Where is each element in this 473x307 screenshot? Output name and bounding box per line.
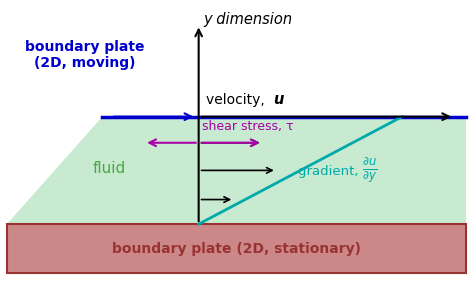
Text: fluid: fluid	[92, 161, 125, 176]
Text: y dimension: y dimension	[203, 13, 292, 27]
FancyBboxPatch shape	[7, 224, 466, 273]
Text: boundary plate (2D, stationary): boundary plate (2D, stationary)	[112, 242, 361, 256]
Polygon shape	[7, 117, 466, 224]
Text: $\boldsymbol{u}$: $\boldsymbol{u}$	[273, 92, 285, 107]
Text: shear stress, τ: shear stress, τ	[202, 120, 294, 133]
Text: $\frac{\partial u}{\partial y}$: $\frac{\partial u}{\partial y}$	[362, 155, 377, 185]
Text: boundary plate
(2D, moving): boundary plate (2D, moving)	[26, 40, 145, 70]
Text: gradient,: gradient,	[298, 165, 363, 178]
Text: velocity,: velocity,	[206, 93, 269, 107]
